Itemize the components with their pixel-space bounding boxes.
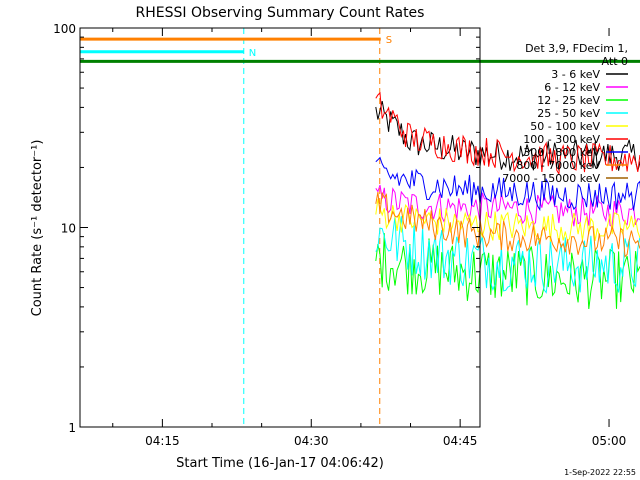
series-line-5 bbox=[375, 91, 640, 176]
series-line-1 bbox=[375, 184, 640, 228]
series-line-3 bbox=[375, 216, 640, 294]
series-line-2 bbox=[375, 233, 640, 310]
y-tick-label-0: 1 bbox=[68, 421, 76, 435]
series-line-0 bbox=[375, 100, 640, 171]
legend-label-2: 12 - 25 keV bbox=[537, 94, 600, 107]
y-tick-label-1: 10 bbox=[61, 222, 76, 236]
legend-label-3: 25 - 50 keV bbox=[537, 107, 600, 120]
x-tick-label-1: 04:30 bbox=[294, 434, 329, 448]
footer-timestamp: 1-Sep-2022 22:55 bbox=[564, 468, 636, 477]
legend-header-line-2: Att 0 bbox=[602, 55, 628, 68]
legend-label-7: 800 - 7000 keV bbox=[516, 159, 600, 172]
legend-label-6: 300 - 800 keV bbox=[523, 146, 600, 159]
x-axis-label: Start Time (16-Jan-17 04:06:42) bbox=[176, 456, 384, 471]
legend-label-1: 6 - 12 keV bbox=[544, 81, 600, 94]
flag-bars: SNRD0RD6 bbox=[80, 35, 640, 63]
legend-label-8: 7000 - 15000 keV bbox=[502, 172, 600, 185]
x-tick-label-3: 05:00 bbox=[592, 434, 627, 448]
series-line-7 bbox=[375, 192, 640, 258]
x-tick-label-0: 04:15 bbox=[145, 434, 180, 448]
series-line-4 bbox=[375, 199, 640, 244]
legend-label-4: 50 - 100 keV bbox=[530, 120, 600, 133]
chart-title: RHESSI Observing Summary Count Rates bbox=[136, 5, 425, 21]
flag-label-0: S bbox=[386, 35, 392, 46]
legend-header-line-1: Det 3,9, FDecim 1, bbox=[525, 42, 628, 55]
series-line-6 bbox=[375, 156, 640, 212]
x-tick-label-2: 04:45 bbox=[443, 434, 478, 448]
legend-label-0: 3 - 6 keV bbox=[551, 68, 600, 81]
flag-label-1: N bbox=[249, 48, 256, 59]
axes: 04:1504:3004:4505:0005:1505:3005:4511010… bbox=[53, 22, 627, 448]
legend-label-5: 100 - 300 keV bbox=[523, 133, 600, 146]
y-axis-label: Count Rate (s⁻¹ detector⁻¹) bbox=[30, 140, 45, 317]
data-series bbox=[375, 91, 640, 310]
y-tick-label-2: 100 bbox=[53, 22, 76, 36]
plot-frame bbox=[79, 27, 481, 428]
